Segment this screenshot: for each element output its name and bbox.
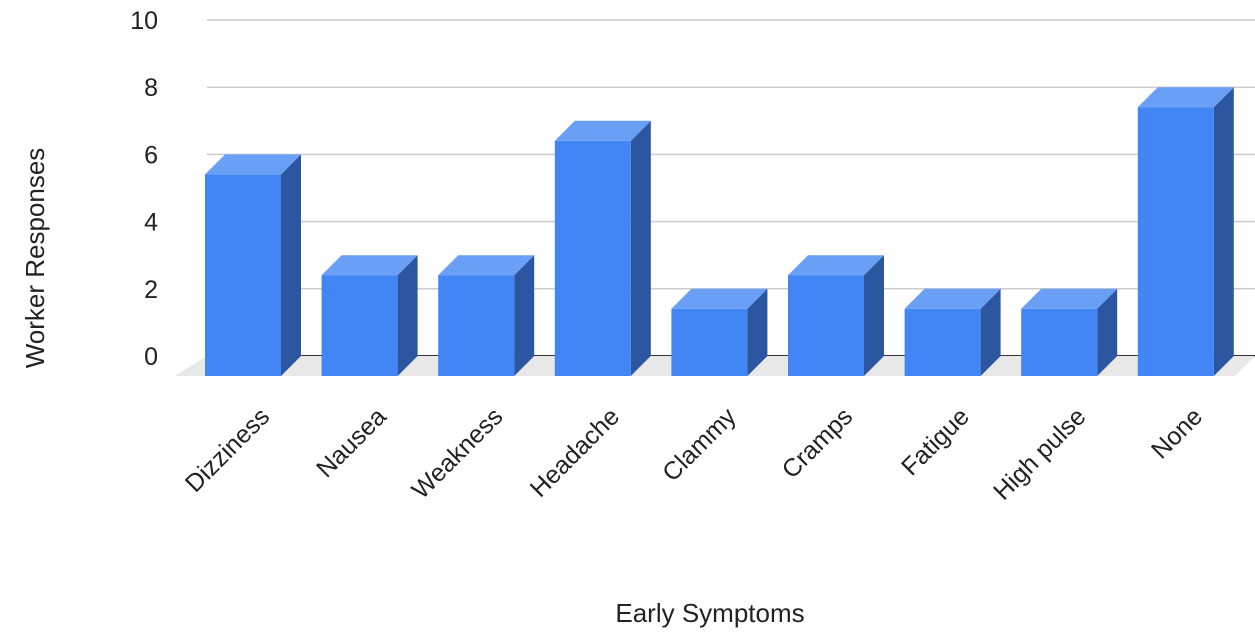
bar-side xyxy=(1097,288,1118,376)
bar-top xyxy=(1137,87,1234,108)
bar-top xyxy=(438,255,535,276)
bar-side xyxy=(630,120,651,376)
bar xyxy=(904,288,1001,376)
bar-top xyxy=(671,288,768,309)
bar-side xyxy=(1213,87,1234,376)
bar-side xyxy=(397,255,418,376)
bar xyxy=(788,255,884,376)
bar xyxy=(205,154,301,376)
bar xyxy=(321,255,418,376)
bars xyxy=(205,87,1234,376)
x-category-label: Nausea xyxy=(311,402,392,483)
x-category-label: Dizziness xyxy=(180,402,275,497)
bar-front xyxy=(205,174,281,376)
bar-front xyxy=(554,140,631,376)
y-tick-label: 0 xyxy=(144,343,158,371)
bar-front xyxy=(1021,308,1098,376)
bar-front xyxy=(904,308,981,376)
bar-top xyxy=(1021,288,1118,309)
y-tick-label: 4 xyxy=(144,209,158,237)
bar-side xyxy=(514,255,535,376)
y-axis-title: Worker Responses xyxy=(20,148,50,369)
bar-side xyxy=(281,154,301,376)
bar xyxy=(1021,288,1118,376)
bar-side xyxy=(747,288,768,376)
bar-front xyxy=(1137,107,1214,376)
bar xyxy=(1137,87,1234,376)
bar-side xyxy=(864,255,884,376)
x-category-label: None xyxy=(1146,402,1208,464)
bar-front xyxy=(671,308,748,376)
bar-front xyxy=(788,275,864,376)
bar-top xyxy=(205,154,301,175)
x-category-label: Headache xyxy=(525,402,625,502)
y-tick-label: 10 xyxy=(130,7,158,35)
bar-front xyxy=(438,275,515,376)
y-tick-label: 6 xyxy=(144,141,158,169)
bar xyxy=(671,288,768,376)
x-category-label: High pulse xyxy=(988,402,1091,505)
y-tick-label: 8 xyxy=(144,74,158,102)
bar-top xyxy=(554,120,651,141)
bar-top xyxy=(904,288,1001,309)
x-axis-labels: Dizziness Nausea Weakness Headache Clammy Cra… xyxy=(180,402,1208,506)
bar-top xyxy=(788,255,884,276)
x-axis-title: Early Symptoms xyxy=(615,598,804,628)
x-category-label: Cramps xyxy=(777,402,859,484)
y-tick-label: 2 xyxy=(144,276,158,304)
bar-top xyxy=(321,255,418,276)
bar xyxy=(554,120,651,376)
y-axis-ticks: 0 2 4 6 8 10 xyxy=(130,7,158,371)
bar xyxy=(438,255,535,376)
bar-side xyxy=(980,288,1001,376)
x-category-label: Clammy xyxy=(657,402,742,487)
bar-front xyxy=(321,275,398,376)
x-category-label: Fatigue xyxy=(896,402,975,481)
x-category-label: Weakness xyxy=(406,402,508,504)
